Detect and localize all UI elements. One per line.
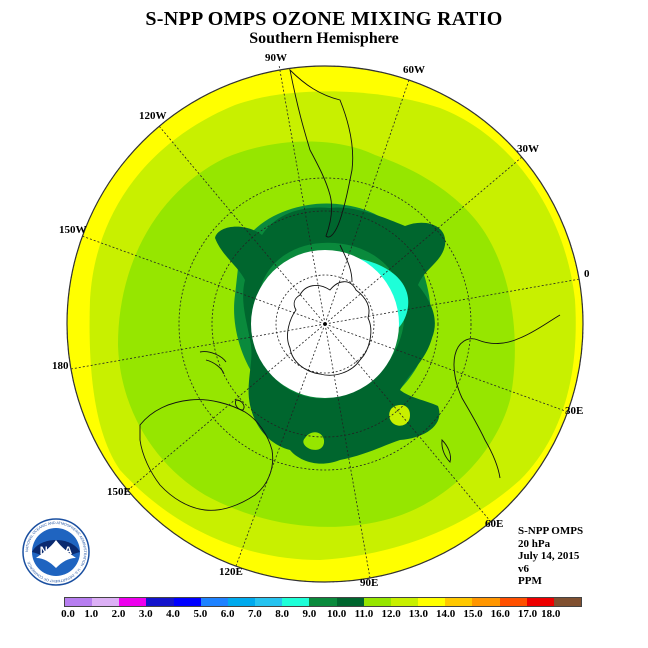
colorbar-tick-label: 15.0 <box>463 608 483 620</box>
meridian-180 <box>70 323 326 370</box>
colorbar-tick-label: 0.0 <box>61 608 75 620</box>
lon-label-150e: 150E <box>107 486 131 498</box>
lon-label-90e: 90E <box>360 577 379 589</box>
latitude-ring-80s <box>275 274 375 374</box>
colorbar-segment <box>472 598 500 606</box>
colorbar-tick-label: 1.0 <box>84 608 99 620</box>
colorbar-segment <box>526 598 554 606</box>
meridian-0 <box>324 278 581 325</box>
ozone-blob-light-green <box>303 432 325 450</box>
meridian-90e <box>324 323 371 579</box>
ozone-blob-yellow-green <box>389 404 410 426</box>
south-america-coastline <box>289 68 354 238</box>
colorbar-segment <box>200 598 228 606</box>
meridian-150e <box>127 323 326 491</box>
info-units: PPM <box>518 575 542 587</box>
colorbar-segment <box>227 598 256 606</box>
colorbar-segment <box>65 598 93 606</box>
lon-label-90w: 90W <box>265 52 287 64</box>
meridian-150w <box>81 235 326 325</box>
lon-label-120w: 120W <box>139 110 167 122</box>
colorbar-segment <box>336 598 364 606</box>
info-date: July 14, 2015 <box>518 550 580 562</box>
colorbar-tick-label: 8.0 <box>275 608 289 620</box>
colorbar-segment <box>390 598 419 606</box>
latitude-ring-60s <box>178 177 472 471</box>
lon-label-120e: 120E <box>219 566 243 578</box>
south-pole-marker <box>323 322 327 326</box>
lon-label-150w: 150W <box>59 224 87 236</box>
colorbar-tick-label: 4.0 <box>166 608 180 620</box>
lon-label-180: 180 <box>52 360 69 372</box>
meridian-30e <box>324 323 569 413</box>
antarctica-coastline <box>287 281 372 376</box>
meridian-120e <box>235 323 326 567</box>
colorbar-tick-label: 14.0 <box>436 608 456 620</box>
colorbar-tick-label: 17.0 <box>517 608 538 620</box>
africa-coastline <box>453 314 561 479</box>
colorbar-segment <box>146 598 174 606</box>
colorbar-segment <box>119 598 147 606</box>
info-level: 20 hPa <box>518 537 551 550</box>
madagascar-coastline <box>441 439 451 463</box>
map-border <box>66 65 584 583</box>
colorbar-tick-label: 18.0 <box>541 608 561 620</box>
meridian-30w <box>324 156 523 325</box>
colorbar-segment <box>418 598 446 606</box>
colorbar-segment <box>92 598 120 606</box>
latitude-ring-70s <box>211 210 439 438</box>
meridian-60w <box>324 79 410 325</box>
colorbar-tick-label: 7.0 <box>247 608 262 620</box>
colorbar-tick-label: 9.0 <box>302 608 317 620</box>
colorbar-tick-label: 13.0 <box>408 608 429 620</box>
colorbar-tick-label: 10.0 <box>327 608 347 620</box>
colorbar-segment <box>553 598 581 606</box>
meridian-60e <box>324 323 492 523</box>
colorbar-labels: 0.0 1.0 2.0 3.0 4.0 5.0 6.0 7.0 8.0 9.0 10.0 11.0 12… <box>0 608 648 622</box>
noaa-logo: NOAA NATIONAL OCEANIC AND ATMOSPHERIC AD… <box>22 518 90 586</box>
page-subtitle: Southern Hemisphere <box>249 30 399 47</box>
colorbar-tick-label: 6.0 <box>220 608 235 620</box>
colorbar-segment <box>309 598 337 606</box>
lon-label-30e: 30E <box>565 405 584 417</box>
lon-label-60e: 60E <box>485 518 504 530</box>
info-block: S-NPP OMPS 20 hPa July 14, 2015 v6 PPM <box>518 525 583 588</box>
colorbar-segment <box>445 598 473 606</box>
info-instrument: S-NPP OMPS <box>518 525 584 537</box>
colorbar-segment <box>499 598 527 606</box>
colorbar-segment <box>363 598 391 606</box>
colorbar-tick-label: 3.0 <box>138 608 153 620</box>
noaa-logo-text: NOAA <box>40 545 72 557</box>
colorbar-tick-label: 5.0 <box>193 608 208 620</box>
colorbar-segment <box>255 598 283 606</box>
colorbar-segment <box>173 598 201 606</box>
lon-label-30w: 30W <box>517 143 539 155</box>
colorbar-tick-label: 12.0 <box>381 608 401 620</box>
info-version: v6 <box>518 562 529 575</box>
colorbar <box>64 597 582 607</box>
lon-label-60w: 60W <box>403 64 425 76</box>
meridian-120w <box>158 125 326 325</box>
page-title: S-NPP OMPS OZONE MIXING RATIO <box>145 8 503 30</box>
lon-label-0: 0 <box>584 268 590 280</box>
colorbar-tick-label: 16.0 <box>490 608 510 620</box>
colorbar-tick-label: 2.0 <box>111 608 126 620</box>
antarctic-peninsula-coastline <box>339 244 353 283</box>
colorbar-tick-label: 11.0 <box>354 608 374 620</box>
tasmania-coastline <box>235 399 245 411</box>
coastlines <box>139 68 561 511</box>
colorbar-segment <box>282 598 310 606</box>
